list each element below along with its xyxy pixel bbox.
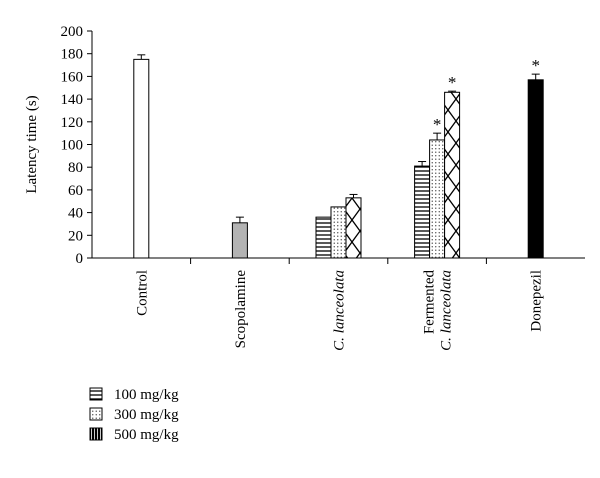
significance-marker: * bbox=[448, 73, 457, 92]
axes: 0 20 40 60 80 100 120 140 160 180 200 Latency time … bbox=[24, 24, 585, 267]
legend: 100 mg/kg 300 mg/kg 500 mg/kg bbox=[89, 387, 179, 443]
y-tick-label: 80 bbox=[68, 160, 83, 176]
bar bbox=[231, 222, 248, 259]
y-tick-label: 140 bbox=[61, 92, 84, 108]
y-tick-label: 100 bbox=[61, 138, 84, 154]
legend-swatch bbox=[89, 407, 103, 421]
y-tick-label: 20 bbox=[68, 228, 83, 244]
bar bbox=[527, 79, 544, 259]
category-label: C. lanceolata bbox=[332, 270, 348, 351]
bar bbox=[414, 165, 431, 259]
category-labels: Control Scopolamine C. lanceolata Fermented… bbox=[134, 270, 544, 351]
y-tick-label: 40 bbox=[68, 206, 83, 222]
bar bbox=[345, 197, 362, 259]
legend-label: 300 mg/kg bbox=[114, 407, 179, 423]
legend-label: 100 mg/kg bbox=[114, 387, 179, 403]
bar bbox=[330, 206, 347, 259]
bar bbox=[429, 139, 446, 259]
y-axis-title: Latency time (s) bbox=[24, 95, 40, 193]
y-tick-label: 160 bbox=[61, 69, 84, 85]
category-label: Fermented bbox=[422, 270, 438, 335]
bar bbox=[133, 58, 150, 259]
legend-swatch bbox=[89, 387, 103, 401]
y-tick-label: 60 bbox=[68, 183, 83, 199]
bar bbox=[315, 216, 332, 259]
category-label: Donepezil bbox=[529, 270, 545, 332]
legend-swatch bbox=[89, 427, 103, 441]
category-label: Scopolamine bbox=[233, 270, 249, 349]
y-tick-label: 0 bbox=[76, 251, 84, 267]
category-label: Control bbox=[134, 270, 150, 316]
bar bbox=[444, 91, 461, 259]
y-tick-label: 120 bbox=[61, 115, 84, 131]
bars: * * * bbox=[133, 54, 544, 259]
y-tick-label: 180 bbox=[61, 47, 84, 63]
category-label: C. lanceolata bbox=[439, 270, 455, 351]
significance-marker: * bbox=[531, 56, 540, 75]
legend-label: 500 mg/kg bbox=[114, 427, 179, 443]
y-tick-label: 200 bbox=[61, 24, 84, 40]
significance-marker: * bbox=[433, 115, 442, 134]
